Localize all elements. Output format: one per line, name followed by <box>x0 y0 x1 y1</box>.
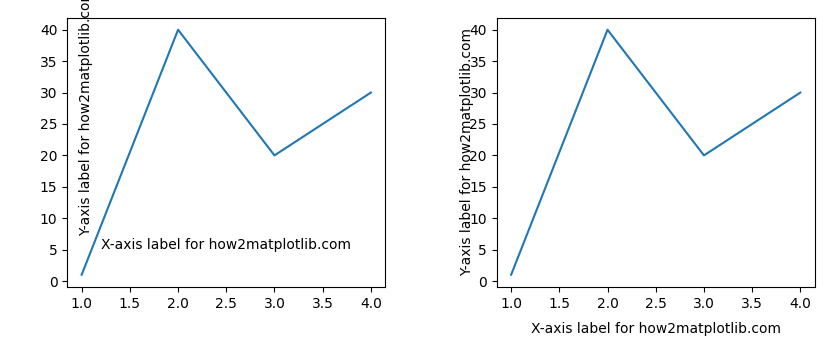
X-axis label: X-axis label for how2matplotlib.com: X-axis label for how2matplotlib.com <box>531 322 780 336</box>
Y-axis label: Y-axis label for how2matplotlib.com: Y-axis label for how2matplotlib.com <box>79 0 92 236</box>
X-axis label: X-axis label for how2matplotlib.com: X-axis label for how2matplotlib.com <box>102 238 351 252</box>
Y-axis label: Y-axis label for how2matplotlib.com: Y-axis label for how2matplotlib.com <box>460 28 475 276</box>
